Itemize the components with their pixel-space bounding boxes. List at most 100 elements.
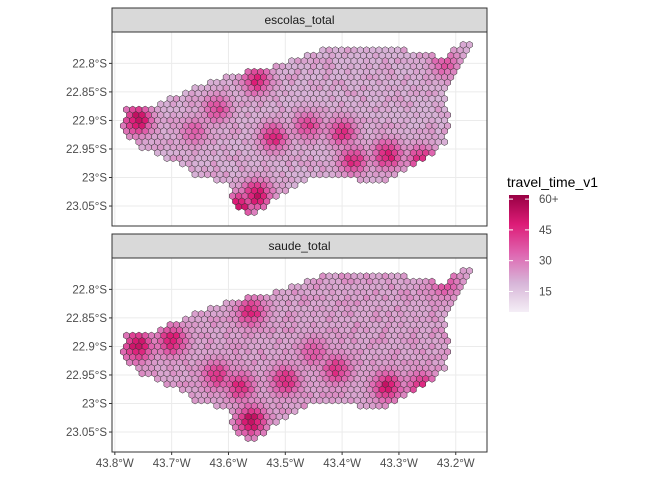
- x-tick-label: 43.5°W: [266, 458, 304, 470]
- facet-strip-label: saude_total: [268, 239, 330, 253]
- hex-cell: [441, 364, 448, 372]
- hex-cell: [335, 170, 342, 179]
- hex-cell: [260, 202, 268, 211]
- hex-cell: [316, 396, 324, 405]
- hex-cell: [341, 170, 349, 179]
- hex-cell: [244, 208, 252, 217]
- hex-cell: [369, 401, 377, 410]
- hex-cell: [191, 396, 199, 405]
- y-tick-label: 23.05°S: [66, 201, 107, 213]
- hex-cell: [126, 358, 133, 367]
- legend: travel_time_v1 60+ 45 30 15: [507, 174, 598, 312]
- hex-cell: [169, 380, 177, 389]
- hex-cell: [363, 401, 370, 410]
- x-axis: 43.8°W 43.7°W 43.6°W 43.5°W 43.4°W 43.3°W 43.2…: [96, 452, 475, 470]
- hex-cell: [400, 391, 408, 399]
- facets: escolas_total22.8°S22.85°S22.9°S22.95°S2…: [66, 7, 488, 453]
- legend-break-label: 30: [539, 256, 552, 268]
- hex-cell: [291, 181, 299, 190]
- facet-strip: [111, 7, 488, 33]
- hex-cell: [272, 418, 280, 426]
- hex-cell: [441, 138, 448, 146]
- y-tick-label: 23°S: [82, 173, 107, 185]
- hex-cell: [138, 369, 146, 378]
- legend-break-label: 15: [539, 286, 552, 298]
- hex-cells: [119, 40, 473, 217]
- legend-colorbar: [509, 195, 529, 312]
- hex-cell: [282, 186, 289, 195]
- x-tick-label: 43.6°W: [210, 458, 248, 470]
- facet-panel-escolas_total: escolas_total22.8°S22.85°S22.9°S22.95°S2…: [66, 7, 488, 227]
- hex-cell: [154, 374, 162, 383]
- hex-cell: [250, 208, 258, 217]
- hex-cell: [272, 192, 280, 200]
- hex-cell: [204, 396, 211, 405]
- hex-cell: [191, 170, 199, 179]
- x-tick-label: 43.7°W: [153, 458, 191, 470]
- hex-cell: [391, 396, 398, 405]
- legend-break-label: 45: [539, 225, 552, 237]
- y-axis: 22.8°S 22.85°S 22.9°S 22.95°S 23°S 23.05°S: [66, 58, 112, 213]
- hex-cell: [126, 132, 133, 141]
- hex-cell: [154, 148, 162, 157]
- hex-cell: [244, 434, 252, 443]
- legend-break-label: 60+: [539, 194, 559, 206]
- hex-cell: [419, 154, 427, 163]
- hex-cell: [204, 170, 211, 179]
- x-tick-label: 43.3°W: [380, 458, 418, 470]
- hex-cell: [169, 154, 177, 163]
- legend-title: travel_time_v1: [507, 174, 598, 190]
- hex-cell: [250, 434, 258, 443]
- hex-cell: [300, 401, 308, 410]
- hex-cell: [219, 175, 227, 184]
- hex-cell: [179, 159, 186, 168]
- hex-cell: [375, 401, 383, 410]
- hex-cell: [419, 380, 427, 389]
- hex-cell: [369, 175, 377, 184]
- hex-cell: [291, 407, 299, 416]
- y-tick-label: 22.85°S: [66, 313, 107, 325]
- hex-cell: [409, 385, 417, 394]
- hex-cell: [310, 170, 317, 179]
- y-tick-label: 22.8°S: [72, 284, 107, 296]
- y-tick-label: 22.9°S: [72, 341, 107, 353]
- hex-cell: [375, 175, 383, 184]
- y-tick-label: 23.05°S: [66, 427, 107, 439]
- hex-cell: [179, 385, 186, 394]
- hex-cell: [138, 143, 146, 152]
- y-tick-label: 22.95°S: [66, 370, 107, 382]
- hex-cells: [119, 266, 473, 443]
- hex-cell: [213, 401, 221, 410]
- hex-cell: [381, 401, 389, 410]
- hex-cell: [400, 165, 408, 173]
- hex-cell: [235, 428, 243, 437]
- hex-cell: [347, 170, 355, 179]
- facet-panel-saude_total: saude_total 22.8°S 22.85°S 22.9°S 22.95°S 23°…: [66, 233, 488, 453]
- hex-cell: [363, 175, 370, 184]
- hex-cell: [428, 374, 436, 383]
- x-tick-label: 43.8°W: [96, 458, 134, 470]
- hex-cell: [391, 170, 398, 179]
- y-tick-label: 22.8°S: [72, 58, 107, 70]
- hex-cell: [356, 401, 364, 410]
- hex-cell: [409, 159, 417, 168]
- hex-cell: [300, 175, 308, 184]
- hex-cell: [310, 396, 317, 405]
- y-tick-label: 22.95°S: [66, 144, 107, 156]
- hex-cell: [322, 396, 330, 405]
- facet-strip: [111, 233, 488, 259]
- hex-cell: [197, 170, 205, 179]
- x-tick-label: 43.2°W: [437, 458, 475, 470]
- hex-cell: [428, 148, 436, 157]
- hex-cell: [260, 428, 268, 437]
- hex-cell: [219, 401, 227, 410]
- hex-cell: [335, 396, 342, 405]
- hex-cell: [381, 175, 389, 184]
- hex-cell: [341, 396, 349, 405]
- hex-cell: [322, 170, 330, 179]
- y-tick-label: 23°S: [82, 399, 107, 411]
- hex-cell: [235, 202, 243, 211]
- hex-cell: [213, 175, 221, 184]
- hex-cell: [328, 396, 336, 405]
- hex-cell: [282, 412, 289, 421]
